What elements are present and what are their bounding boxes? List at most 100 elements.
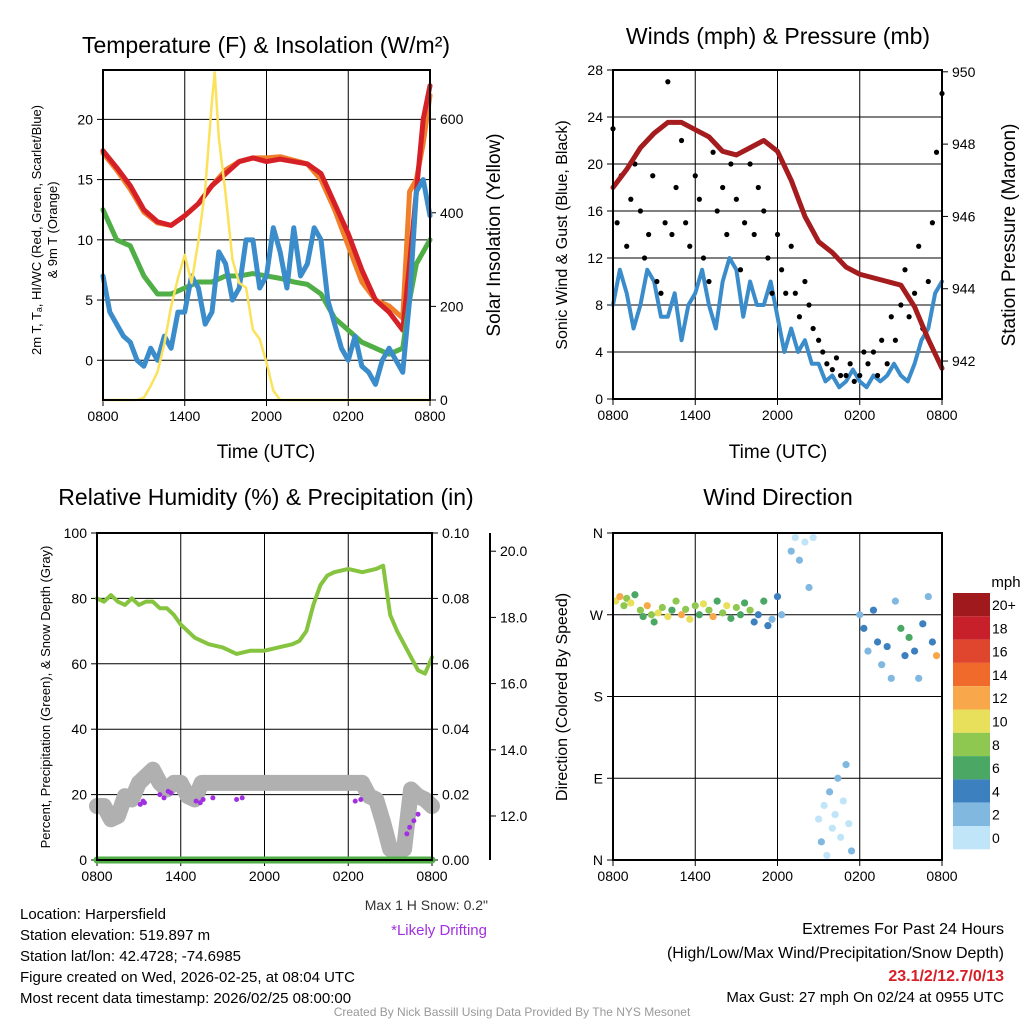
legend-swatch xyxy=(953,639,990,663)
drifting-point xyxy=(239,795,245,801)
temp-plot-border xyxy=(102,69,431,401)
gust-point xyxy=(654,278,660,285)
wind-dir-point xyxy=(773,592,782,601)
wind-dir-point xyxy=(686,615,694,623)
gust-point xyxy=(911,290,918,296)
wind-r-tick-label: 950 xyxy=(952,64,976,80)
wdir-x-tick-label: 0800 xyxy=(926,868,957,884)
gust-point xyxy=(898,302,904,308)
wdir-l-tick-label: W xyxy=(590,607,604,623)
max-snow: Max 1 H Snow: 0.2" xyxy=(364,897,488,913)
wind-y2-label: Station Pressure (Maroon) xyxy=(999,124,1020,347)
wind-dir-point xyxy=(727,614,735,622)
series-pressure xyxy=(610,119,945,371)
rh-x-tick-label: 0800 xyxy=(416,868,447,884)
temp-r-tick-label: 600 xyxy=(440,111,464,127)
gust-point xyxy=(720,184,726,191)
gust-point xyxy=(870,349,877,355)
wind-dir-point xyxy=(768,615,776,623)
drifting-point xyxy=(157,792,163,798)
gust-point xyxy=(662,220,668,226)
wind-l-tick-label: 24 xyxy=(587,109,603,125)
gust-point xyxy=(710,149,716,155)
wind-dir-point xyxy=(664,612,672,621)
legend-label: 2 xyxy=(992,807,1000,823)
gust-point xyxy=(673,184,679,191)
gust-point xyxy=(829,367,835,373)
wind-dir-point xyxy=(834,774,842,782)
wind-dir-point xyxy=(856,611,864,619)
extremes-values: 23.1/2/12.7/0/13 xyxy=(888,968,1004,985)
gust-point xyxy=(929,220,936,226)
wind-dir-point xyxy=(723,602,731,610)
wind-dir-point xyxy=(873,638,882,646)
temp-l-tick-label: 5 xyxy=(85,292,93,308)
gust-point xyxy=(802,278,808,285)
wind-dir-point xyxy=(915,674,923,682)
wind-dir-point xyxy=(672,597,680,605)
wind-x-tick-label: 0800 xyxy=(597,407,628,423)
rh-l-tick-label: 60 xyxy=(71,656,87,672)
series-solar xyxy=(101,71,432,402)
wind-dir-point xyxy=(668,606,676,614)
legend-label: 20+ xyxy=(992,597,1016,613)
gust-point xyxy=(755,184,761,191)
figure-created: Figure created on Wed, 2026-02-25, at 08… xyxy=(20,969,355,986)
wind-x-tick-label: 1400 xyxy=(680,407,711,423)
drifting-point xyxy=(404,831,410,837)
wind-l-tick-label: 12 xyxy=(587,250,603,266)
gust-point xyxy=(700,255,707,261)
gust-point xyxy=(761,208,767,214)
gust-point xyxy=(678,137,685,144)
wind-dir-point xyxy=(631,591,639,599)
wind-dir-point xyxy=(643,602,651,610)
lat-lon: Station lat/lon: 42.4728; -74.6985 xyxy=(20,948,242,965)
snow-tick-label: 18.0 xyxy=(500,609,527,625)
drifting-point xyxy=(161,795,167,801)
gust-point xyxy=(728,161,734,167)
wind-dir-point xyxy=(616,592,624,601)
legend-swatch xyxy=(953,662,990,687)
rh-r-tick-label: 0.02 xyxy=(442,787,469,803)
wind-dir-point xyxy=(791,533,799,542)
temp-y-label-2: & 9m T (Orange) xyxy=(45,181,60,278)
wind-l-tick-label: 8 xyxy=(595,297,603,313)
temp-x-tick-label: 0800 xyxy=(87,408,118,424)
drifting-point xyxy=(234,797,240,803)
gust-point xyxy=(843,372,849,379)
gust-point xyxy=(665,79,671,85)
gust-point xyxy=(614,220,620,226)
legend-swatch xyxy=(953,826,990,850)
wind-y-label: Sonic Wind & Gust (Blue, Black) xyxy=(554,120,571,349)
wind-dir-point xyxy=(817,838,825,846)
wind-dir-point xyxy=(820,801,828,810)
gust-point xyxy=(851,378,857,384)
gust-point xyxy=(837,372,844,379)
gust-point xyxy=(692,173,698,179)
wdir-y-label: Direction (Colored By Speed) xyxy=(554,593,571,801)
temp-r-tick-label: 0 xyxy=(440,392,448,408)
gust-point xyxy=(733,196,739,202)
drifting-note: *Likely Drifting xyxy=(391,922,487,939)
rh-x-tick-label: 2000 xyxy=(249,868,280,884)
wind-dir-point xyxy=(932,652,941,660)
gust-point xyxy=(658,290,664,296)
wind-r-tick-label: 948 xyxy=(952,136,976,152)
gust-point xyxy=(751,231,757,238)
wind-dir-point xyxy=(878,661,886,669)
wind-dir-point xyxy=(650,618,658,626)
legend-swatch xyxy=(953,686,990,710)
station-info: Location: Harpersfield Station elevation… xyxy=(20,904,355,1009)
series-wc xyxy=(100,177,433,387)
wind-dir-point xyxy=(732,603,740,612)
gust-point xyxy=(906,314,912,320)
gust-point xyxy=(683,220,689,226)
legend-label: 12 xyxy=(992,690,1008,706)
wind-dir-point xyxy=(864,647,872,655)
legend-label: 6 xyxy=(992,760,1000,776)
extremes-subtitle: (High/Low/Max Wind/Precipitation/Snow De… xyxy=(666,945,1004,962)
wind-dir-point xyxy=(910,647,919,655)
gust-point xyxy=(779,267,785,273)
wind-dir-point xyxy=(845,820,853,828)
